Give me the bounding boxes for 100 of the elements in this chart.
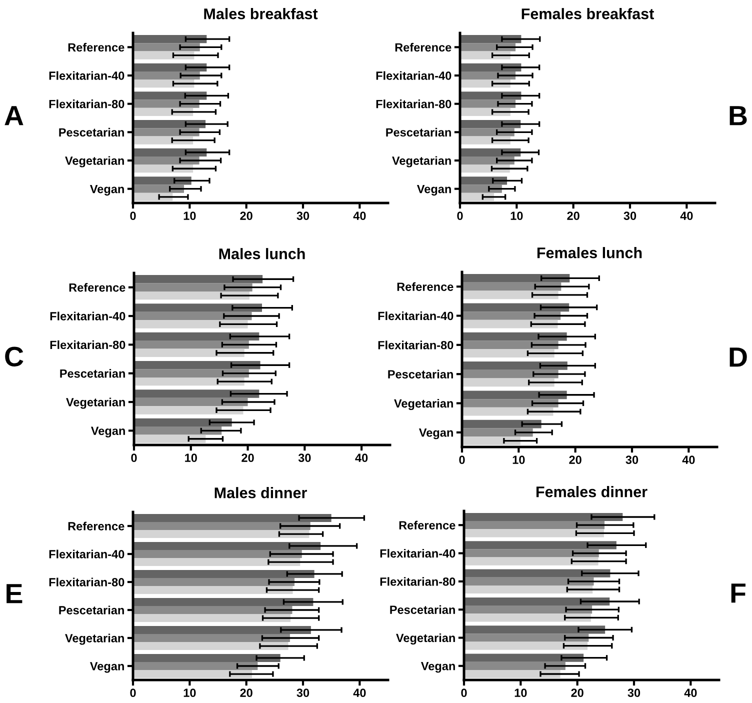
- bar: [134, 332, 260, 341]
- bar: [134, 304, 262, 312]
- bar: [133, 614, 291, 622]
- y-tick-label: Vegetarian: [66, 398, 125, 409]
- y-tick-label: Flexitarian-40: [49, 71, 124, 80]
- bar: [133, 570, 314, 578]
- text: E: [6, 584, 22, 604]
- bar: [134, 340, 249, 349]
- bar: [134, 406, 244, 414]
- x-tick-label: 0: [130, 688, 136, 698]
- bar: [134, 426, 222, 435]
- bar: [133, 80, 194, 88]
- bar: [134, 418, 232, 427]
- text: F: [731, 584, 746, 603]
- y-tick-label: Flexitarian-80: [378, 340, 454, 350]
- bar: [460, 128, 514, 136]
- y-tick-label: Vegan: [90, 662, 124, 673]
- x-tick-label: 20: [242, 454, 254, 462]
- y-tick-label: Flexitarian-40: [378, 311, 454, 320]
- bar: [460, 63, 522, 72]
- y-tick-label: Pescetarian: [60, 369, 125, 378]
- y-tick-label: Flexitarian-80: [49, 100, 124, 108]
- chart-title: Males lunch: [219, 248, 305, 260]
- chart-title: Females breakfast: [522, 8, 654, 20]
- y-tick-label: Vegan: [418, 428, 453, 440]
- bar: [133, 522, 310, 530]
- bar: [460, 176, 508, 185]
- x-tick-label: 10: [185, 454, 197, 462]
- bar: [133, 662, 258, 670]
- bar: [464, 585, 593, 594]
- y-tick-label: Reference: [68, 522, 124, 530]
- bar: [133, 148, 207, 156]
- bar: [460, 184, 502, 193]
- x-tick-label: 0: [459, 456, 465, 464]
- bar: [464, 557, 598, 566]
- y-tick-label: Vegetarian: [392, 156, 451, 168]
- y-tick-label: Flexitarian-40: [49, 550, 124, 558]
- x-tick-label: 20: [571, 688, 584, 698]
- bar: [133, 164, 194, 173]
- bar: [133, 642, 288, 650]
- x-tick-label: 0: [461, 688, 467, 698]
- bar: [464, 626, 606, 634]
- bar: [134, 283, 252, 292]
- x-tick-label: 30: [624, 212, 636, 220]
- bar: [134, 390, 260, 398]
- x-tick-label: 30: [628, 688, 640, 698]
- bar: [462, 407, 554, 416]
- bar: [460, 43, 516, 52]
- y-tick-label: Vegan: [90, 184, 124, 196]
- x-tick-label: 10: [512, 456, 525, 464]
- x-tick-label: 30: [626, 456, 638, 464]
- bar: [133, 558, 300, 566]
- bar: [464, 654, 584, 662]
- y-tick-label: Vegan: [416, 184, 451, 196]
- bar: [133, 634, 290, 642]
- bar: [134, 398, 248, 406]
- y-tick-label: Pescetarian: [388, 370, 453, 378]
- bar: [133, 176, 192, 185]
- bar: [133, 71, 200, 80]
- bar: [134, 320, 248, 328]
- bar: [133, 92, 207, 100]
- bar: [462, 332, 567, 341]
- bar: [462, 282, 562, 291]
- bar: [134, 312, 252, 320]
- y-tick-label: Reference: [68, 42, 124, 52]
- x-tick-label: 40: [680, 212, 693, 220]
- bar: [133, 43, 200, 52]
- bar: [464, 541, 616, 550]
- bar: [464, 512, 623, 522]
- bar: [133, 670, 252, 678]
- x-tick-label: 20: [240, 688, 252, 698]
- bar: [134, 348, 244, 357]
- bar: [133, 626, 311, 634]
- y-tick-label: Pescetarian: [59, 606, 124, 614]
- bar: [133, 108, 194, 116]
- x-tick-label: 40: [353, 212, 366, 220]
- x-tick-label: 40: [682, 456, 695, 464]
- bar: [462, 428, 533, 437]
- bar: [462, 370, 558, 378]
- bar: [462, 349, 554, 358]
- y-tick-label: Flexitarian-80: [49, 578, 124, 586]
- bar: [133, 136, 194, 144]
- y-tick-label: Vegetarian: [394, 398, 453, 410]
- bar: [464, 569, 610, 578]
- y-tick-label: Reference: [397, 282, 454, 291]
- bar: [462, 290, 558, 300]
- bar: [464, 670, 560, 678]
- x-tick-label: 0: [457, 212, 463, 220]
- y-tick-label: Flexitarian-80: [380, 577, 456, 586]
- x-tick-label: 20: [240, 212, 252, 220]
- bar: [464, 606, 592, 614]
- bar: [462, 378, 554, 387]
- bar: [133, 128, 200, 136]
- bar: [464, 549, 599, 558]
- y-tick-label: Reference: [395, 42, 452, 52]
- bar: [462, 320, 558, 328]
- bar: [462, 274, 570, 282]
- x-tick-label: 0: [130, 212, 136, 220]
- y-tick-label: Vegetarian: [65, 156, 124, 168]
- text: B: [730, 106, 747, 126]
